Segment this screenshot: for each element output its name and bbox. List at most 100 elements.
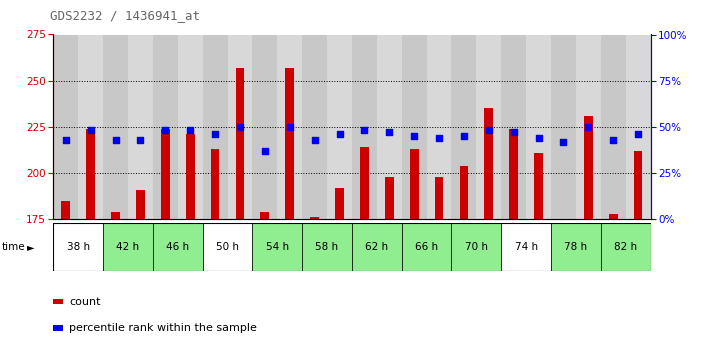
Bar: [626, 34, 651, 219]
Text: 38 h: 38 h: [67, 242, 90, 252]
Bar: [203, 223, 252, 271]
Point: [408, 133, 419, 139]
Bar: [377, 34, 402, 219]
Bar: [111, 212, 120, 219]
Bar: [228, 34, 252, 219]
Bar: [335, 188, 344, 219]
Bar: [327, 34, 352, 219]
Point: [633, 131, 644, 137]
Bar: [260, 212, 269, 219]
Text: 62 h: 62 h: [365, 242, 388, 252]
Bar: [302, 34, 327, 219]
Text: count: count: [69, 297, 100, 307]
Bar: [410, 149, 419, 219]
Point: [333, 131, 345, 137]
Bar: [634, 151, 643, 219]
Bar: [476, 34, 501, 219]
Bar: [402, 34, 427, 219]
Bar: [551, 223, 601, 271]
Point: [109, 137, 121, 142]
Bar: [277, 34, 302, 219]
Text: 54 h: 54 h: [266, 242, 289, 252]
Bar: [203, 34, 228, 219]
Bar: [153, 223, 203, 271]
Bar: [210, 149, 220, 219]
Point: [60, 137, 71, 142]
Bar: [252, 34, 277, 219]
Bar: [310, 217, 319, 219]
Bar: [61, 201, 70, 219]
Text: 74 h: 74 h: [515, 242, 538, 252]
Point: [209, 131, 220, 137]
Bar: [78, 34, 103, 219]
Point: [259, 148, 270, 154]
Text: 58 h: 58 h: [316, 242, 338, 252]
Bar: [609, 214, 618, 219]
Bar: [161, 129, 170, 219]
Bar: [53, 223, 103, 271]
Bar: [385, 177, 394, 219]
Point: [458, 133, 469, 139]
Bar: [459, 166, 469, 219]
Bar: [501, 223, 551, 271]
Bar: [186, 134, 195, 219]
Point: [159, 128, 171, 133]
Point: [384, 130, 395, 135]
Text: 78 h: 78 h: [565, 242, 587, 252]
Text: time: time: [2, 242, 26, 252]
Bar: [153, 34, 178, 219]
Bar: [86, 129, 95, 219]
Point: [234, 124, 246, 130]
Bar: [402, 223, 451, 271]
Bar: [252, 223, 302, 271]
Text: 50 h: 50 h: [216, 242, 239, 252]
Point: [284, 124, 296, 130]
Text: 42 h: 42 h: [117, 242, 139, 252]
Point: [483, 128, 494, 133]
Bar: [451, 34, 476, 219]
Bar: [53, 299, 63, 304]
Bar: [103, 34, 128, 219]
Bar: [576, 34, 601, 219]
Text: 46 h: 46 h: [166, 242, 189, 252]
Bar: [501, 34, 526, 219]
Bar: [53, 325, 63, 331]
Point: [583, 124, 594, 130]
Text: ►: ►: [27, 242, 35, 252]
Point: [557, 139, 569, 144]
Bar: [302, 223, 352, 271]
Bar: [509, 129, 518, 219]
Point: [508, 130, 519, 135]
Bar: [103, 223, 153, 271]
Bar: [584, 116, 593, 219]
Bar: [601, 223, 651, 271]
Bar: [178, 34, 203, 219]
Text: GDS2232 / 1436941_at: GDS2232 / 1436941_at: [50, 9, 200, 22]
Bar: [484, 108, 493, 219]
Bar: [285, 68, 294, 219]
Bar: [352, 34, 377, 219]
Point: [358, 128, 370, 133]
Text: 82 h: 82 h: [614, 242, 637, 252]
Point: [533, 135, 545, 141]
Bar: [526, 34, 551, 219]
Bar: [53, 34, 78, 219]
Text: 70 h: 70 h: [465, 242, 488, 252]
Bar: [235, 68, 245, 219]
Text: 66 h: 66 h: [415, 242, 438, 252]
Bar: [601, 34, 626, 219]
Point: [309, 137, 320, 142]
Bar: [352, 223, 402, 271]
Bar: [128, 34, 153, 219]
Bar: [451, 223, 501, 271]
Point: [185, 128, 196, 133]
Text: percentile rank within the sample: percentile rank within the sample: [69, 323, 257, 333]
Bar: [434, 177, 444, 219]
Bar: [360, 147, 369, 219]
Bar: [136, 189, 145, 219]
Bar: [534, 152, 543, 219]
Bar: [427, 34, 451, 219]
Point: [433, 135, 445, 141]
Point: [85, 128, 97, 133]
Bar: [551, 34, 576, 219]
